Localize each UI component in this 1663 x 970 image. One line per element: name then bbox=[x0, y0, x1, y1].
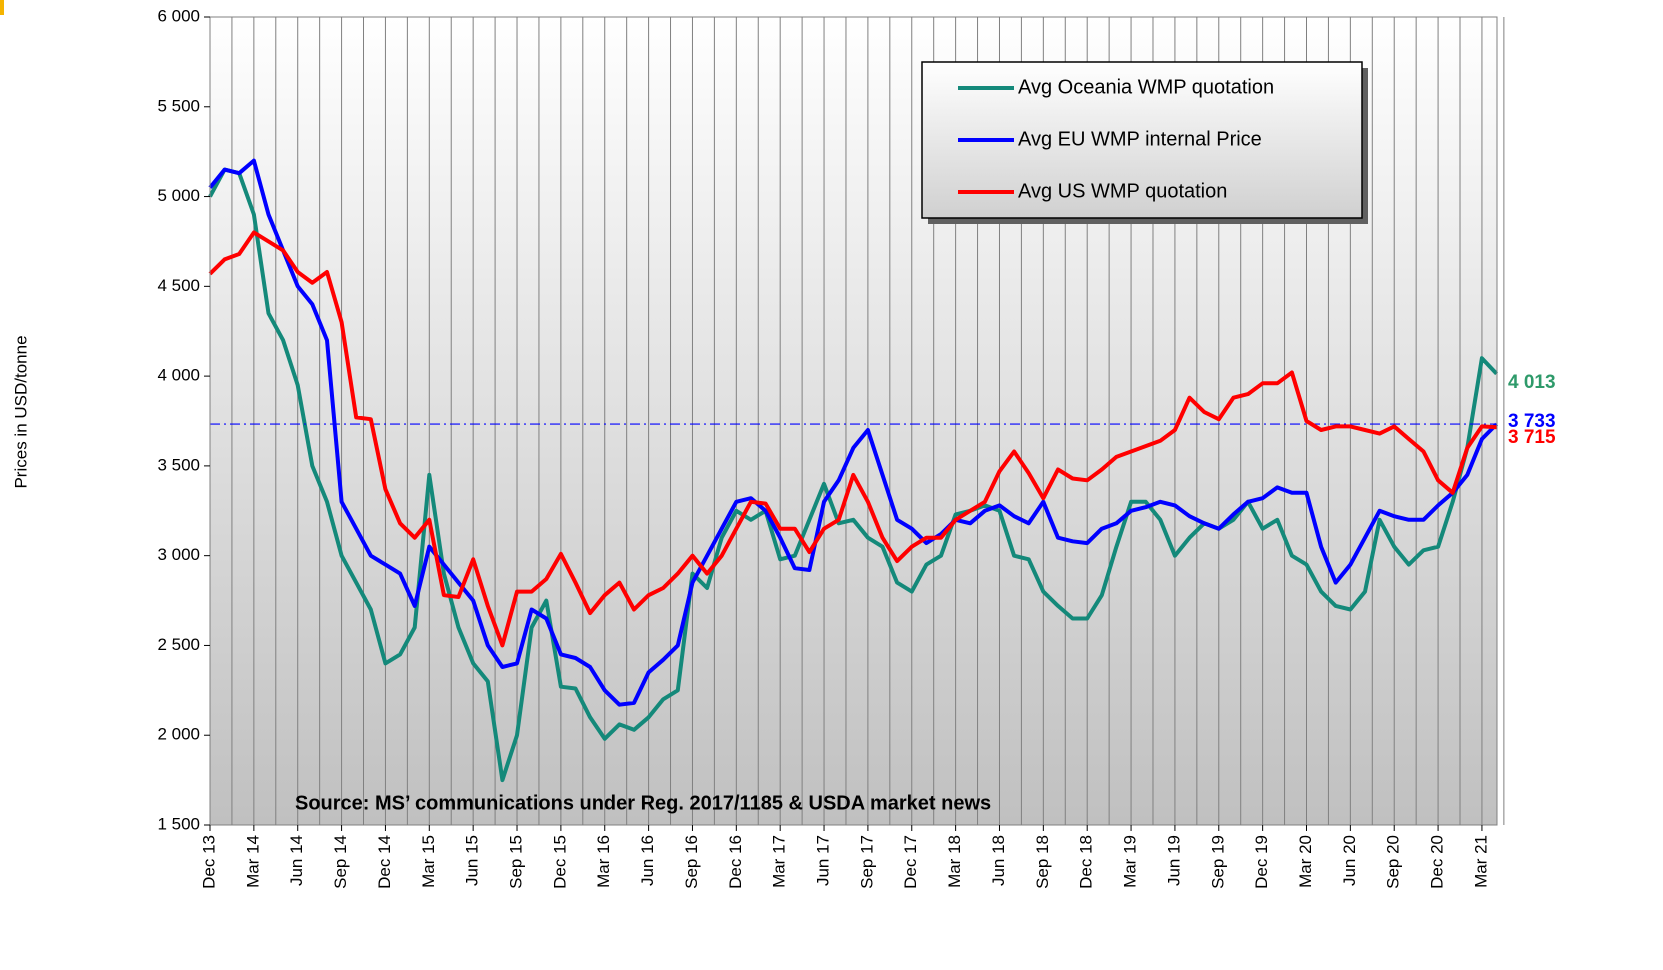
x-tick-label: Dec 20 bbox=[1428, 835, 1447, 889]
x-tick-label: Dec 19 bbox=[1252, 835, 1271, 889]
x-tick-label: Sep 15 bbox=[507, 835, 526, 889]
x-tick-label: Sep 16 bbox=[682, 835, 701, 889]
end-label: 3 715 bbox=[1508, 427, 1556, 448]
x-tick-label: Mar 15 bbox=[419, 835, 438, 888]
series-line bbox=[208, 158, 1499, 707]
y-tick-label: 4 000 bbox=[157, 366, 200, 385]
x-tick-label: Dec 14 bbox=[375, 835, 394, 889]
x-tick-label: Mar 18 bbox=[945, 835, 964, 888]
source-note: Source: MS’ communications under Reg. 20… bbox=[295, 792, 991, 814]
x-tick-label: Jun 15 bbox=[463, 835, 482, 886]
legend-label: Avg EU WMP internal Price bbox=[1018, 128, 1262, 150]
x-tick-label: Sep 17 bbox=[857, 835, 876, 889]
y-tick-label: 1 500 bbox=[157, 814, 200, 833]
series-line bbox=[208, 230, 1497, 648]
y-tick-label: 3 000 bbox=[157, 545, 200, 564]
x-tick-label: Sep 14 bbox=[331, 835, 350, 889]
x-tick-label: Mar 20 bbox=[1296, 835, 1315, 888]
x-tick-label: Dec 15 bbox=[550, 835, 569, 889]
x-tick-label: Jun 16 bbox=[638, 835, 657, 886]
x-tick-label: Mar 21 bbox=[1471, 835, 1490, 888]
end-label: 3 733 bbox=[1508, 411, 1556, 432]
x-tick-label: Dec 13 bbox=[199, 835, 218, 889]
x-tick-label: Sep 20 bbox=[1384, 835, 1403, 889]
y-tick-label: 6 000 bbox=[157, 6, 200, 25]
x-tick-label: Jun 17 bbox=[814, 835, 833, 886]
x-tick-label: Jun 19 bbox=[1164, 835, 1183, 886]
x-tick-label: Jun 20 bbox=[1340, 835, 1359, 886]
y-tick-label: 5 000 bbox=[157, 186, 200, 205]
x-tick-label: Mar 19 bbox=[1121, 835, 1140, 888]
y-tick-label: 5 500 bbox=[157, 96, 200, 115]
y-axis-label: Prices in USD/tonne bbox=[11, 335, 30, 488]
corner-mark bbox=[0, 0, 4, 15]
x-tick-label: Mar 17 bbox=[770, 835, 789, 888]
x-tick-label: Jun 14 bbox=[287, 835, 306, 886]
x-tick-label: Jun 18 bbox=[989, 835, 1008, 886]
legend-label: Avg Oceania WMP quotation bbox=[1018, 76, 1274, 98]
y-tick-label: 2 000 bbox=[157, 725, 200, 744]
y-tick-label: 3 500 bbox=[157, 455, 200, 474]
end-label: 4 013 bbox=[1508, 372, 1556, 393]
x-tick-label: Dec 16 bbox=[726, 835, 745, 889]
plot-border bbox=[209, 16, 1498, 826]
x-tick-label: Sep 18 bbox=[1033, 835, 1052, 889]
x-tick-label: Dec 17 bbox=[901, 835, 920, 889]
x-tick-label: Dec 18 bbox=[1077, 835, 1096, 889]
x-tick-label: Sep 19 bbox=[1208, 835, 1227, 889]
legend-label: Avg US WMP quotation bbox=[1018, 180, 1227, 202]
y-tick-label: 4 500 bbox=[157, 276, 200, 295]
x-tick-label: Mar 14 bbox=[243, 835, 262, 888]
y-tick-label: 2 500 bbox=[157, 635, 200, 654]
x-tick-label: Mar 16 bbox=[594, 835, 613, 888]
